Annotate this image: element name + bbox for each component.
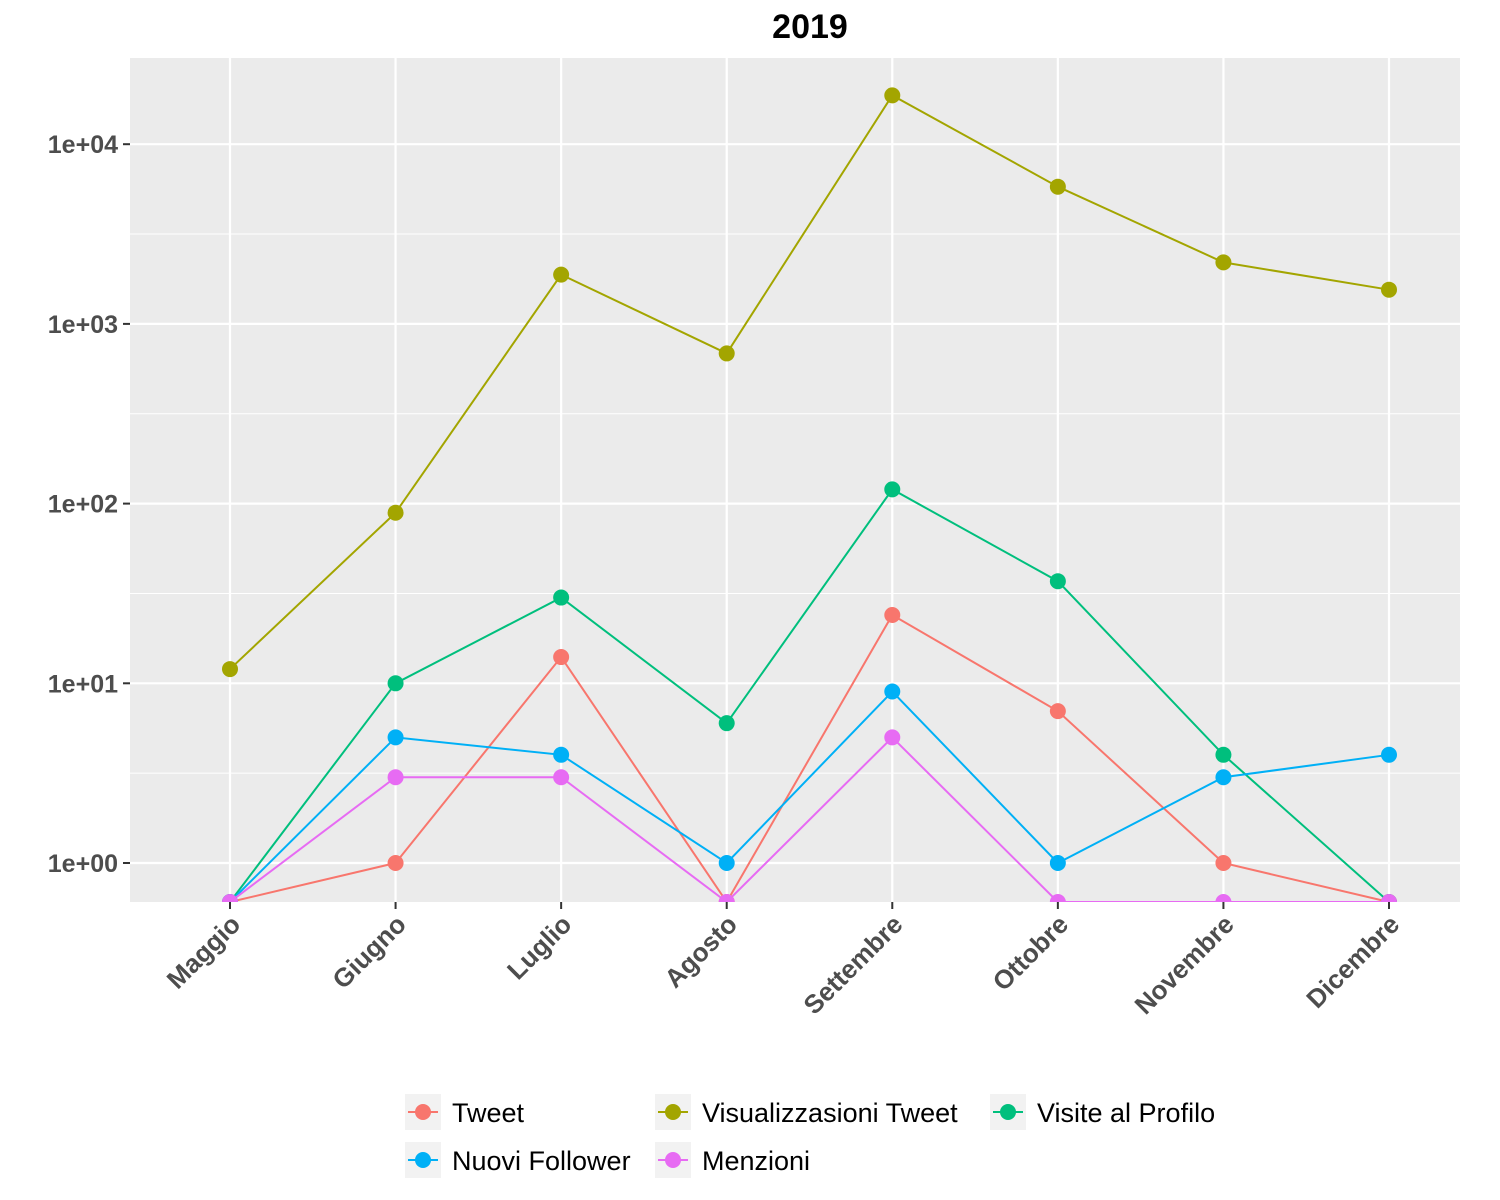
data-point xyxy=(1049,703,1066,720)
x-tick-label: Novembre xyxy=(1129,909,1240,1020)
legend: Tweet Visualizzasioni Tweet Visite al Prof… xyxy=(405,1094,1215,1178)
x-tick-label: Agosto xyxy=(658,909,743,994)
x-tick-label: Maggio xyxy=(161,909,247,995)
data-point xyxy=(387,855,404,871)
x-tick-label: Ottobre xyxy=(986,909,1074,997)
data-point xyxy=(1215,254,1232,271)
legend-key-point xyxy=(665,1104,681,1120)
data-point xyxy=(553,649,570,666)
data-point xyxy=(553,769,570,786)
data-point xyxy=(718,894,735,902)
x-axis: Maggio Giugno Luglio Agosto Settembre Ottobre… xyxy=(161,902,1405,1020)
legend-key-point xyxy=(415,1152,431,1168)
data-point xyxy=(884,606,901,623)
legend-key-point xyxy=(665,1152,681,1168)
series-points xyxy=(222,87,1397,902)
minor-gridlines xyxy=(130,233,1460,774)
data-point xyxy=(387,504,404,521)
data-point xyxy=(553,589,570,606)
data-point xyxy=(1215,746,1232,763)
legend-label: Tweet xyxy=(452,1098,525,1128)
data-point xyxy=(884,683,901,700)
data-point xyxy=(884,729,901,746)
major-gridlines xyxy=(130,58,1460,902)
y-tick-label: 1e+03 xyxy=(48,311,118,339)
data-point xyxy=(222,661,238,678)
x-tick-label: Settembre xyxy=(797,909,908,1020)
data-point xyxy=(1381,281,1397,298)
data-point xyxy=(718,715,735,732)
series-line xyxy=(229,488,1390,902)
series-line xyxy=(229,613,1390,902)
data-point xyxy=(387,675,404,692)
legend-label: Menzioni xyxy=(702,1146,810,1176)
series-lines xyxy=(229,94,1390,902)
series-line xyxy=(229,735,1389,902)
legend-label: Nuovi Follower xyxy=(452,1146,631,1176)
legend-label: Visite al Profilo xyxy=(1037,1098,1215,1128)
legend-label: Visualizzasioni Tweet xyxy=(702,1098,958,1128)
data-point xyxy=(553,266,570,283)
x-tick-label: Luglio xyxy=(501,909,577,985)
data-point xyxy=(222,894,238,902)
data-point xyxy=(1049,894,1066,902)
data-point xyxy=(884,87,901,104)
y-axis: 1e+00 1e+01 1e+02 1e+03 1e+04 xyxy=(48,131,130,878)
data-point xyxy=(1215,894,1232,902)
series-line xyxy=(229,690,1390,902)
y-tick-label: 1e+01 xyxy=(48,670,118,698)
data-point xyxy=(718,345,735,362)
data-point xyxy=(884,481,901,498)
legend-key-point xyxy=(1000,1104,1016,1120)
chart-title: 2019 xyxy=(772,8,848,46)
series-line xyxy=(229,94,1390,670)
data-point xyxy=(1049,855,1066,871)
y-tick-label: 1e+04 xyxy=(48,131,118,159)
data-point xyxy=(1049,178,1066,195)
data-point xyxy=(387,769,404,786)
y-tick-label: 1e+00 xyxy=(48,850,118,878)
data-point xyxy=(1381,746,1397,763)
data-point xyxy=(553,746,570,763)
plot-panel xyxy=(130,58,1460,902)
data-point xyxy=(1381,894,1397,902)
data-point xyxy=(387,729,404,746)
y-tick-label: 1e+02 xyxy=(48,491,118,519)
data-point xyxy=(1049,573,1066,590)
legend-key-point xyxy=(415,1104,431,1120)
data-point xyxy=(718,855,735,871)
data-point xyxy=(1215,855,1232,871)
x-tick-label: Giugno xyxy=(326,909,412,995)
data-point xyxy=(1215,769,1232,786)
x-tick-label: Dicembre xyxy=(1300,909,1405,1014)
